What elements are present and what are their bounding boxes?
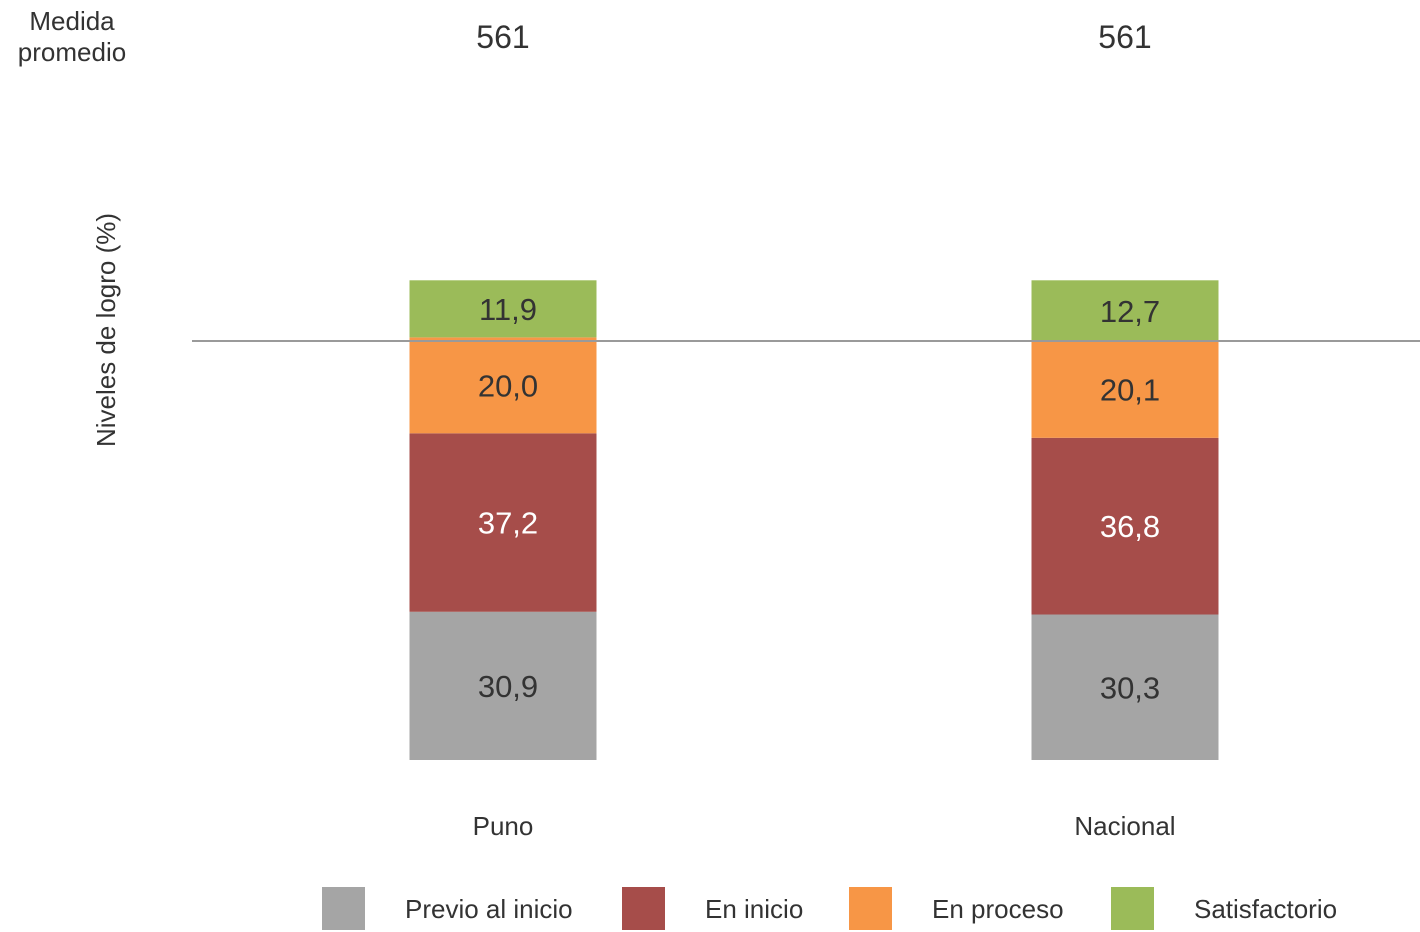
mean-score-label-line1: Medida bbox=[29, 6, 115, 36]
data-label-puno-en-proceso: 20,0 bbox=[478, 368, 538, 403]
bar-puno-en-proceso bbox=[409, 337, 597, 434]
data-label-nacional-previo-al-inicio: 30,3 bbox=[1100, 670, 1160, 705]
legend-swatch-satisfactorio bbox=[1111, 887, 1154, 930]
y-axis-label: Niveles de logro (%) bbox=[91, 213, 121, 447]
bar-nacional-en-inicio bbox=[1031, 437, 1219, 615]
data-label-nacional-en-proceso: 20,1 bbox=[1100, 373, 1160, 408]
data-label-puno-en-inicio: 37,2 bbox=[478, 506, 538, 541]
legend-label-en-proceso: En proceso bbox=[932, 894, 1064, 924]
data-label-nacional-satisfactorio: 12,7 bbox=[1100, 294, 1160, 329]
data-label-puno-previo-al-inicio: 30,9 bbox=[478, 669, 538, 704]
bar-puno-satisfactorio bbox=[409, 280, 597, 338]
legend-swatch-en-inicio bbox=[622, 887, 665, 930]
legend-swatch-en-proceso bbox=[849, 887, 892, 930]
bar-nacional-previo-al-inicio bbox=[1031, 614, 1219, 760]
legend-label-en-inicio: En inicio bbox=[705, 894, 803, 924]
legend-swatch-previo-al-inicio bbox=[322, 887, 365, 930]
bar-puno-en-inicio bbox=[409, 433, 597, 612]
legend-label-satisfactorio: Satisfactorio bbox=[1194, 894, 1337, 924]
legend-label-previo-al-inicio: Previo al inicio bbox=[405, 894, 573, 924]
category-label-puno: Puno bbox=[473, 811, 534, 841]
data-label-nacional-en-inicio: 36,8 bbox=[1100, 509, 1160, 544]
bar-puno-previo-al-inicio bbox=[409, 611, 597, 760]
bar-nacional-satisfactorio bbox=[1031, 280, 1219, 342]
category-label-nacional: Nacional bbox=[1074, 811, 1175, 841]
legend: Previo al inicio En inicio En proceso Satis… bbox=[322, 887, 1337, 930]
data-label-puno-satisfactorio: 11,9 bbox=[479, 292, 537, 327]
bar-nacional-en-proceso bbox=[1031, 341, 1219, 438]
mean-score-nacional: 561 bbox=[1098, 19, 1151, 55]
bars-group: 30,9 37,2 20,0 11,9 30,3 36,8 20,1 12,7 bbox=[409, 280, 1219, 760]
mean-score-puno: 561 bbox=[476, 19, 529, 55]
mean-score-label-line2: promedio bbox=[18, 37, 126, 67]
